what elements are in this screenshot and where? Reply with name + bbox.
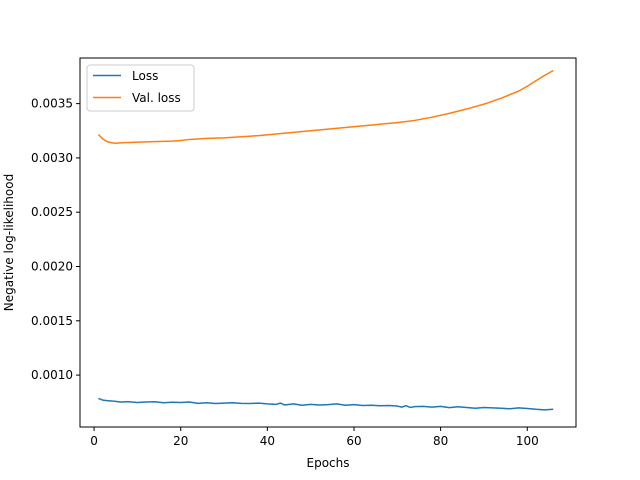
y-tick-label: 0.0035 [31, 97, 73, 111]
legend-label-loss: Loss [132, 69, 158, 83]
series-line-loss [98, 397, 554, 411]
y-tick-label: 0.0015 [31, 314, 73, 328]
x-axis-ticks: 0 20 40 60 80 100 [90, 427, 539, 448]
y-tick-label: 0.0030 [31, 151, 73, 165]
series-line-val-loss [97, 69, 554, 144]
x-tick-label: 60 [346, 434, 361, 448]
x-tick-label: 100 [516, 434, 539, 448]
y-tick-label: 0.0020 [31, 259, 73, 273]
y-tick-label: 0.0010 [31, 368, 73, 382]
y-axis-ticks: 0.0010 0.0015 0.0020 0.0025 0.0030 0.0035 [31, 97, 80, 382]
y-tick-label: 0.0025 [31, 205, 73, 219]
x-tick-label: 40 [260, 434, 275, 448]
x-tick-label: 0 [90, 434, 98, 448]
axes-frame [79, 57, 577, 428]
legend-label-val-loss: Val. loss [132, 91, 181, 105]
y-axis-label: Negative log-likelihood [2, 174, 16, 311]
x-tick-label: 80 [433, 434, 448, 448]
legend-box [86, 64, 195, 112]
series-layer [97, 69, 554, 411]
legend: Loss Val. loss [86, 64, 195, 112]
x-tick-label: 20 [173, 434, 188, 448]
x-axis-label: Epochs [307, 456, 350, 470]
